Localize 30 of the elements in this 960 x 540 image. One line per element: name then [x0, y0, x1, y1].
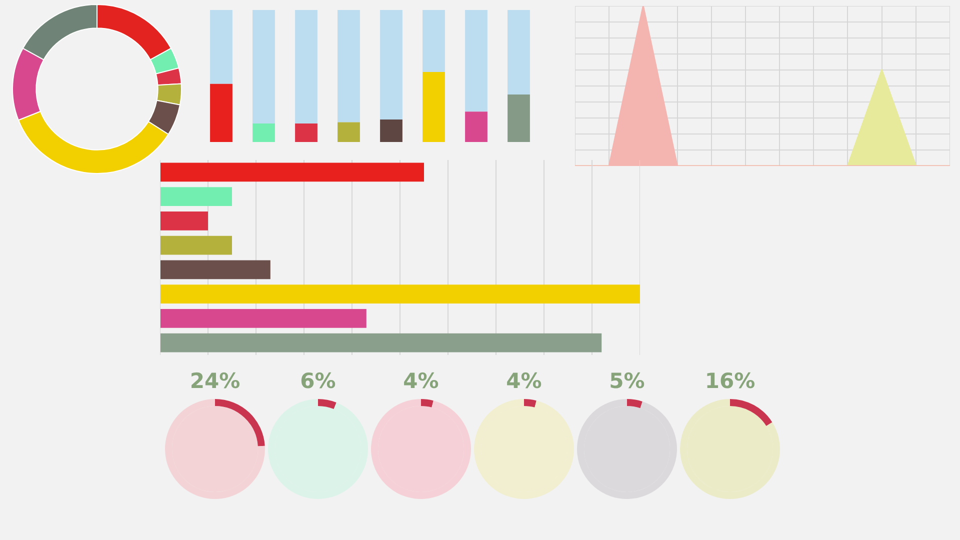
data-label: 4% [403, 368, 439, 393]
data-label: 5% [609, 368, 645, 393]
bar [160, 211, 208, 230]
data-label: 16% [704, 368, 756, 393]
bar [338, 122, 360, 142]
bar [160, 260, 270, 280]
bar [338, 10, 360, 122]
bar [295, 124, 318, 142]
bar [295, 10, 318, 124]
data-label: 6% [300, 368, 336, 393]
bar [210, 10, 232, 84]
bar [465, 10, 488, 112]
bar [422, 10, 445, 72]
bar [160, 187, 232, 206]
bar [252, 10, 275, 124]
bar [210, 84, 232, 142]
bar [160, 236, 232, 255]
bar [422, 72, 445, 142]
bar [160, 308, 366, 328]
bar [380, 120, 402, 142]
bar [465, 112, 488, 142]
bar [160, 333, 602, 352]
data-label: 4% [506, 368, 542, 393]
bar [160, 284, 640, 304]
bar [252, 124, 275, 142]
bar [160, 162, 424, 182]
data-label: 24% [190, 368, 240, 393]
bar [380, 10, 402, 120]
bar [508, 94, 530, 142]
bar [508, 10, 530, 94]
